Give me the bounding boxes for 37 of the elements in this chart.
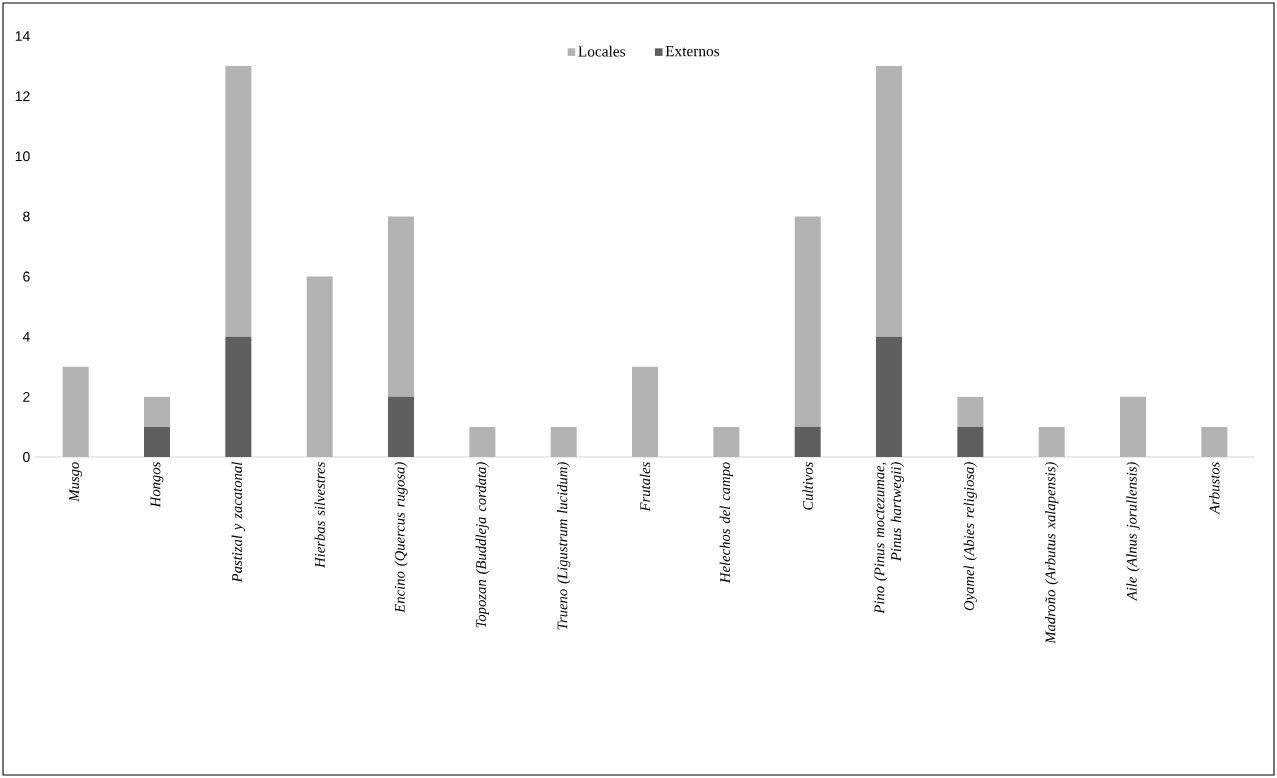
y-tick-label: 10 [15,151,30,162]
x-tick-label: Cultivos [802,462,813,510]
y-tick-label: 2 [23,391,30,402]
y-tick-label: 4 [22,331,30,342]
bar [876,336,903,457]
x-tick-label: Frutales [639,462,651,512]
x-tick-label: Hongos [150,462,164,508]
x-tick-label: Madroño (Arbutus xalapensis) [1045,462,1059,644]
bar [794,426,821,457]
y-tick-label: 8 [23,211,30,222]
x-tick-label: Topozan (Buddleja cordata) [475,462,489,628]
x-tick-label: Musgo [69,462,83,502]
x-tick-label: Oyamel (Abies religiosa) [963,462,978,611]
bar [876,66,903,337]
bar [225,66,252,337]
y-tick-label: 0 [23,452,30,462]
bar [794,216,821,427]
bar [144,426,170,457]
y-tick-label: 6 [23,271,30,282]
x-tick-label: Helechos del campo [719,462,733,584]
bar [388,396,415,457]
bar [957,396,984,427]
bar [957,426,984,457]
y-tick-label: 14 [15,31,30,41]
x-tick-label: Pastizal y zacatonal [231,462,245,583]
x-tick-label: Aile (Alnus jorullensis) [1126,462,1140,602]
legend-label: Locales [578,45,626,57]
x-tick-label: Pino (Pinus moctezumae, Pinus hartwegii) [874,462,904,614]
x-tick-label: Arbustos [1209,462,1220,515]
bar [144,396,170,427]
bar [388,216,415,397]
y-tick-label: 12 [15,91,30,102]
x-tick-label: Trueno (Ligustrum lucidum) [557,462,571,630]
bar [225,336,252,457]
legend-label: Externos [665,46,720,57]
x-tick-label: Encino (Quercus rugosa) [394,462,408,613]
x-tick-label: Hierbas silvestres [314,462,325,569]
